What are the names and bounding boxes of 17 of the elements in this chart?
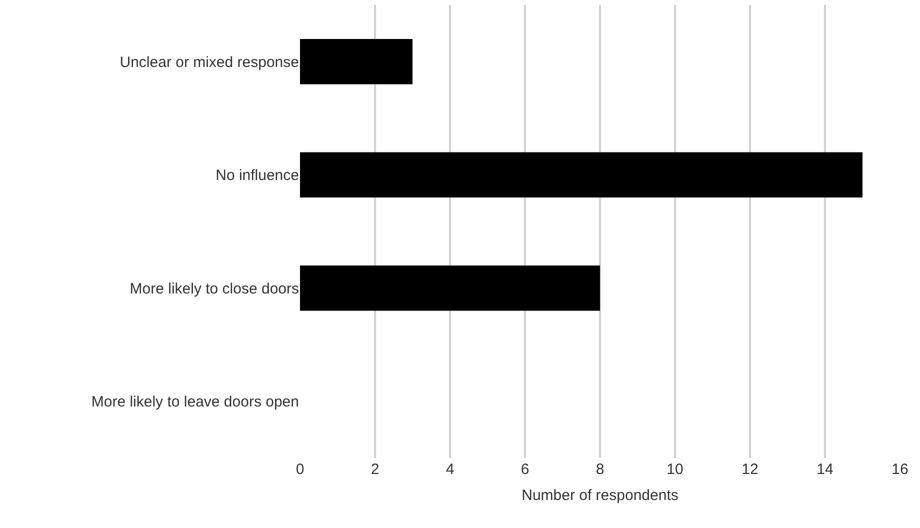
x-tick-label: 2	[370, 461, 380, 478]
y-tick-label: More likely to close doors	[130, 280, 299, 298]
x-tick-label: 16	[892, 461, 908, 478]
x-tick-label: 14	[816, 461, 834, 478]
x-axis-title: Number of respondents	[522, 487, 678, 504]
y-tick-label: More likely to leave doors open	[91, 394, 299, 411]
bar	[300, 38, 412, 84]
bar	[300, 152, 862, 198]
x-tick-label: 8	[596, 461, 604, 478]
x-tick-label: 0	[296, 461, 304, 478]
bar	[300, 265, 600, 311]
x-tick-label: 12	[742, 461, 758, 478]
y-tick-label: No influence	[216, 167, 299, 184]
x-tick-label: 10	[666, 461, 684, 478]
x-tick-label: 6	[520, 461, 530, 478]
y-tick-label: Unclear or mixed response	[120, 54, 299, 71]
x-tick-label: 4	[446, 461, 454, 478]
